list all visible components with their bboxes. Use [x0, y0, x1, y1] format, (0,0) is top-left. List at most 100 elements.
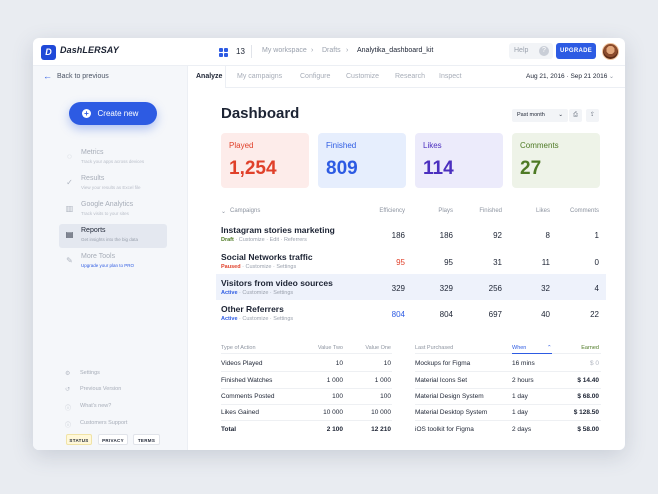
column-header-campaigns[interactable]: Campaigns: [230, 208, 261, 214]
customers-support-link[interactable]: Customers Support: [80, 420, 128, 426]
when-cell: 16 mins: [512, 360, 535, 367]
comments-cell: 4: [594, 284, 599, 293]
divider: [415, 353, 601, 354]
terms-tag[interactable]: TERMS: [133, 434, 160, 445]
campaign-actions[interactable]: · Customize · Settings: [240, 264, 297, 270]
status-badge: Active: [221, 316, 238, 322]
column-header-plays[interactable]: Plays: [438, 208, 453, 214]
project-count: 13: [236, 47, 245, 56]
column-header-value-one: Value One: [365, 345, 391, 351]
campaign-actions[interactable]: · Customize · Settings: [237, 316, 294, 322]
campaign-actions[interactable]: · Customize · Settings: [237, 290, 294, 296]
efficiency-cell: 95: [396, 258, 405, 267]
breadcrumb-workspace[interactable]: My workspace: [262, 47, 307, 54]
sidebar-item-label: More Tools: [81, 253, 116, 260]
campaign-meta: Active · Customize · Settings: [221, 316, 293, 322]
value-one-cell: 100: [380, 393, 391, 400]
likes-cell: 32: [541, 284, 550, 293]
tab-research[interactable]: Research: [395, 73, 425, 80]
action-type-cell: Comments Posted: [221, 393, 275, 400]
tab-analyze[interactable]: Analyze: [196, 73, 223, 80]
sidebar-item-results[interactable]: ✓ Results View your results as Excel fil…: [59, 172, 167, 196]
table-row-highlight: [216, 274, 606, 300]
value-two-cell: 1 000: [326, 377, 343, 384]
column-header-finished[interactable]: Finished: [479, 208, 502, 214]
value-one-cell: 10: [383, 360, 391, 367]
tab-my-campaigns[interactable]: My campaigns: [237, 73, 283, 80]
chevron-up-icon[interactable]: ⌃: [547, 345, 552, 351]
app-name: DashLERSAY: [60, 45, 119, 55]
campaign-actions[interactable]: · Customize · Edit · Referrers: [233, 237, 307, 243]
divider: [221, 353, 392, 354]
purchase-item-cell: Material Desktop System: [415, 409, 488, 416]
privacy-tag[interactable]: PRIVACY: [98, 434, 128, 445]
back-to-previous-link[interactable]: Back to previous: [57, 73, 109, 80]
column-header-when[interactable]: When: [512, 345, 527, 351]
divider: [221, 388, 392, 389]
purchase-item-cell: Mockups for Figma: [415, 360, 471, 367]
campaign-name[interactable]: Other Referrers: [221, 304, 284, 314]
value-two-cell: 10: [335, 360, 343, 367]
breadcrumb-drafts[interactable]: Drafts: [322, 47, 341, 54]
finished-cell: 256: [488, 284, 502, 293]
finished-cell: 31: [493, 258, 502, 267]
date-range-picker[interactable]: Aug 21, 2016 · Sep 21 2016 ⌄: [526, 70, 618, 84]
sidebar-item-label: Results: [81, 175, 105, 182]
sort-icon[interactable]: ⌄: [221, 209, 227, 215]
kpi-card-played: Played 1,254: [221, 133, 309, 188]
print-icon[interactable]: ⎙: [569, 109, 582, 122]
campaign-name[interactable]: Instagram stories marketing: [221, 225, 335, 235]
arrow-left-icon[interactable]: ←: [43, 71, 52, 81]
status-badge: Draft: [221, 237, 234, 243]
sidebar-item-reports[interactable]: ▤ Reports Get insights into the big data: [59, 224, 167, 248]
value-one-cell: 10 000: [371, 409, 391, 416]
sidebar-item-google-analytics[interactable]: ▥ Google Analytics Track visits to your …: [59, 198, 167, 222]
finished-cell: 92: [493, 231, 502, 240]
sidebar-item-label: Google Analytics: [81, 201, 134, 208]
sidebar-item-caption: Get insights into the big data: [81, 237, 139, 242]
history-icon: ↺: [65, 387, 71, 393]
earned-cell: $ 14.40: [577, 377, 599, 384]
divider: [415, 371, 601, 372]
status-tag[interactable]: STATUS: [66, 434, 92, 445]
tab-inspect[interactable]: Inspect: [439, 73, 462, 80]
top-bar: D DashLERSAY 13 My workspace › Drafts › …: [33, 38, 625, 66]
column-header-type-of-action: Type of Action: [221, 345, 256, 351]
efficiency-cell: 329: [391, 284, 405, 293]
previous-version-link[interactable]: Previous Version: [80, 386, 122, 392]
status-badge: Paused: [221, 264, 241, 270]
period-select[interactable]: Past month ⌄: [512, 109, 568, 122]
sidebar-item-label: Metrics: [81, 149, 104, 156]
grid-icon[interactable]: [219, 48, 228, 57]
avatar[interactable]: [602, 43, 619, 60]
likes-cell: 8: [545, 231, 550, 240]
help-button[interactable]: Help ?: [509, 43, 553, 59]
divider: [251, 45, 252, 58]
column-header-comments[interactable]: Comments: [569, 208, 599, 214]
sidebar-item-metrics[interactable]: ◌ Metrics Track your apps across devices: [59, 146, 167, 170]
date-range-value: Aug 21, 2016 · Sep 21 2016: [526, 73, 608, 80]
settings-link[interactable]: Settings: [80, 370, 100, 376]
upgrade-plan-link[interactable]: Upgrade your plan to PRO: [81, 263, 135, 268]
app-window: D DashLERSAY 13 My workspace › Drafts › …: [33, 38, 625, 450]
tab-customize[interactable]: Customize: [346, 73, 380, 80]
kpi-value: 114: [423, 158, 454, 179]
export-icon[interactable]: ⇪: [586, 109, 599, 122]
when-cell: 1 day: [512, 409, 528, 416]
page-title: Dashboard: [221, 105, 300, 122]
column-header-earned[interactable]: Earned: [581, 345, 599, 351]
tab-configure[interactable]: Configure: [300, 73, 331, 80]
column-header-likes[interactable]: Likes: [535, 208, 550, 214]
upgrade-button[interactable]: UPGRADE: [556, 43, 596, 59]
campaign-name[interactable]: Social Networks traffic: [221, 252, 313, 262]
value-two-cell: 10 000: [323, 409, 343, 416]
sidebar-item-more-tools[interactable]: ✎ More Tools Upgrade your plan to PRO: [59, 250, 167, 274]
campaign-name[interactable]: Visitors from video sources: [221, 278, 333, 288]
whats-new-link[interactable]: What's new?: [80, 403, 112, 409]
kpi-value: 27: [520, 158, 542, 179]
kpi-card-finished: Finished 809: [318, 133, 406, 188]
create-new-button[interactable]: + Create new: [69, 102, 157, 125]
kpi-label: Finished: [326, 141, 357, 150]
column-header-efficiency[interactable]: Efficiency: [379, 208, 405, 214]
comments-cell: 22: [590, 310, 599, 319]
